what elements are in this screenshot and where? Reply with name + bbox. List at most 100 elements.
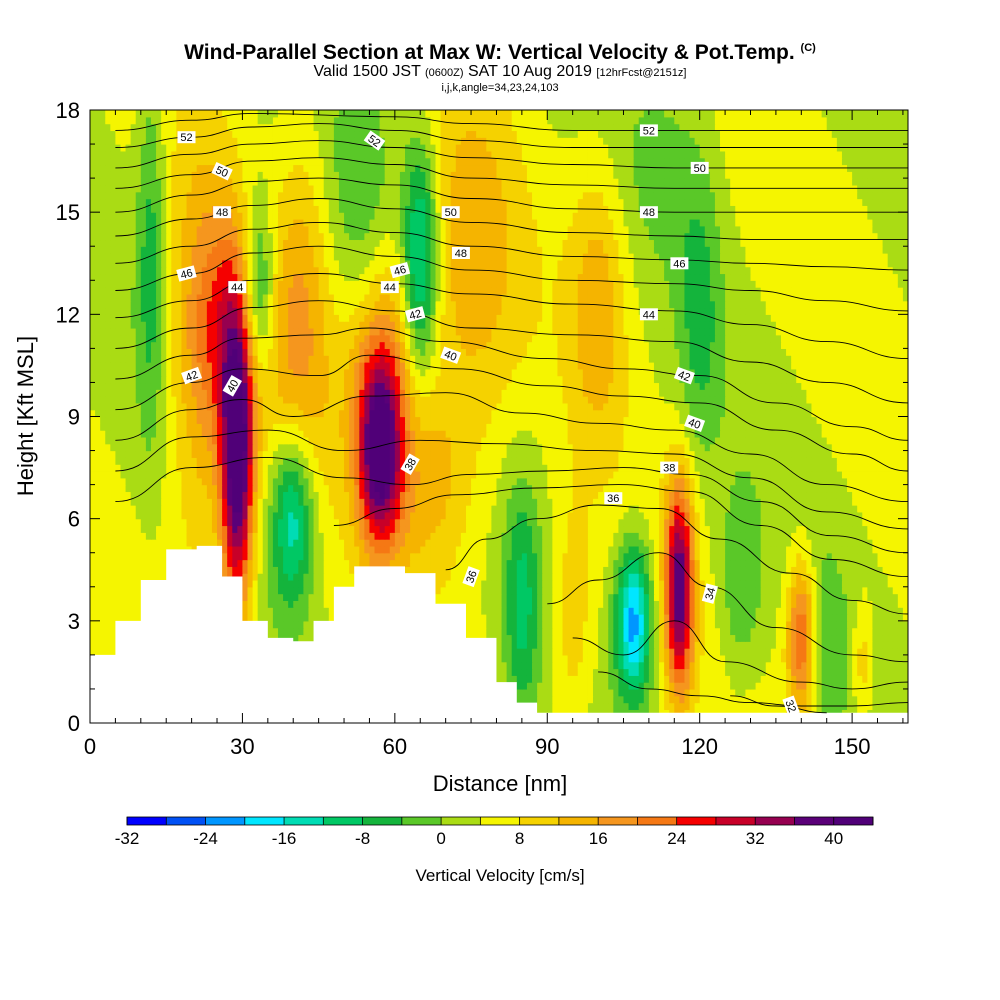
contour-label-text: 42 bbox=[676, 369, 692, 384]
colorbar: -32 -24 -16 -8 0 8 16 24 32 40 bbox=[115, 816, 874, 848]
isentrope-32 bbox=[730, 695, 827, 714]
colorbar-tick-label: 8 bbox=[515, 829, 524, 848]
contour-label-text: 40 bbox=[225, 378, 242, 395]
contour-label-text: 50 bbox=[445, 207, 457, 219]
contour-label: 40 bbox=[222, 375, 242, 397]
contour-label: 38 bbox=[660, 461, 679, 475]
isentrope-39 bbox=[115, 429, 908, 530]
isentrope-45 bbox=[115, 245, 908, 312]
contour-label-text: 34 bbox=[703, 586, 718, 601]
contour-label-text: 46 bbox=[393, 264, 408, 279]
colorbar-tick-label: -16 bbox=[272, 829, 297, 848]
colorbar-swatch bbox=[284, 817, 324, 825]
contour-label-text: 46 bbox=[179, 267, 194, 282]
contour-label: 50 bbox=[690, 161, 709, 175]
colorbar-swatch bbox=[205, 817, 246, 825]
isentrope-46 bbox=[115, 221, 908, 271]
chart-grid-info: i,j,k,angle=34,23,24,103 bbox=[441, 82, 559, 94]
contour-label: 34 bbox=[701, 583, 718, 604]
colorbar-tick-label: -32 bbox=[115, 829, 140, 848]
contour-label: 36 bbox=[604, 492, 623, 505]
contour-label: 44 bbox=[228, 281, 247, 294]
valid-time-utc: (0600Z) bbox=[425, 67, 464, 79]
isentrope-50 bbox=[115, 140, 908, 169]
contour-label-text: 52 bbox=[180, 132, 192, 144]
colorbar-tick-label: 16 bbox=[589, 829, 608, 848]
colorbar-swatch bbox=[637, 817, 677, 825]
contour-label-text: 44 bbox=[643, 309, 655, 321]
colorbar-swatch bbox=[833, 817, 874, 825]
title-block: Wind-Parallel Section at Max W: Vertical… bbox=[0, 36, 1000, 94]
contour-label-text: 36 bbox=[607, 493, 619, 505]
contour-label-text: 52 bbox=[365, 133, 382, 150]
isentrope-42 bbox=[115, 327, 908, 441]
terrain-mask bbox=[90, 545, 908, 723]
forecast-info: [12hrFcst@2151z] bbox=[596, 67, 687, 79]
colorbar-swatch bbox=[401, 817, 442, 825]
colorbar-swatch bbox=[598, 817, 638, 825]
y-tick-label: 9 bbox=[68, 405, 80, 430]
contour-label-text: 50 bbox=[214, 164, 230, 180]
x-axis: 0 30 60 90 120 150 bbox=[84, 110, 904, 759]
contour-label: 48 bbox=[639, 206, 658, 219]
x-tick-label: 60 bbox=[383, 734, 407, 759]
contour-label-text: 38 bbox=[403, 456, 420, 473]
colorbar-swatch bbox=[676, 817, 717, 825]
colorbar-swatch bbox=[558, 817, 599, 825]
isentrope-51 bbox=[115, 123, 908, 148]
x-tick-label: 150 bbox=[834, 734, 871, 759]
chart-title-suffix: (C) bbox=[800, 42, 816, 54]
isentrope-43 bbox=[115, 300, 908, 404]
contour-label: 46 bbox=[176, 265, 197, 282]
contour-label: 40 bbox=[684, 414, 706, 433]
chart-title-text: Wind-Parallel Section at Max W: Vertical… bbox=[184, 41, 795, 64]
colorbar-swatch bbox=[244, 817, 285, 825]
contour-label: 40 bbox=[440, 346, 462, 364]
valid-time-local: Valid 1500 JST bbox=[313, 63, 421, 80]
colorbar-swatch bbox=[323, 817, 363, 825]
isentrope-36 bbox=[445, 504, 908, 615]
contour-label: 50 bbox=[211, 162, 233, 181]
colorbar-swatch bbox=[480, 817, 520, 825]
contour-label-text: 48 bbox=[455, 248, 467, 260]
colorbar-tick-label: -24 bbox=[193, 829, 218, 848]
valid-date: SAT 10 Aug 2019 bbox=[468, 63, 592, 80]
contour-label-text: 40 bbox=[443, 348, 459, 363]
contour-label: 52 bbox=[177, 131, 196, 144]
x-tick-label: 0 bbox=[84, 734, 96, 759]
y-tick-label: 15 bbox=[56, 200, 80, 225]
colorbar-tick-label: 24 bbox=[667, 829, 686, 848]
terrain-shape bbox=[90, 545, 908, 723]
contour-label: 46 bbox=[389, 261, 411, 279]
isentrope-33 bbox=[598, 671, 908, 707]
y-axis-label: Height [Kft MSL] bbox=[13, 336, 38, 496]
contour-label: 48 bbox=[451, 247, 470, 260]
contour-label-text: 52 bbox=[643, 125, 655, 137]
contour-label-text: 46 bbox=[673, 258, 685, 270]
contour-label: 32 bbox=[782, 695, 800, 717]
contour-label-text: 48 bbox=[216, 207, 228, 219]
isentrope-48 bbox=[115, 177, 908, 213]
y-tick-label: 18 bbox=[56, 98, 80, 123]
isentrope-34 bbox=[572, 620, 908, 690]
x-tick-label: 120 bbox=[681, 734, 718, 759]
isentrope-52 bbox=[115, 112, 908, 131]
x-tick-label: 30 bbox=[230, 734, 254, 759]
contour-label: 44 bbox=[639, 308, 658, 321]
contour-label: 50 bbox=[441, 206, 460, 219]
isentrope-40 bbox=[115, 392, 908, 503]
y-tick-label: 0 bbox=[68, 711, 80, 736]
isentrope-41 bbox=[115, 354, 908, 472]
colorbar-swatch bbox=[166, 817, 206, 825]
contour-label: 38 bbox=[400, 453, 420, 475]
colorbar-swatch bbox=[127, 817, 167, 825]
potential-temperature-contours bbox=[115, 112, 908, 714]
x-axis-label: Distance [nm] bbox=[433, 771, 568, 796]
isentrope-37 bbox=[333, 484, 908, 578]
contour-label-text: 48 bbox=[643, 207, 655, 219]
contour-label-text: 40 bbox=[686, 417, 702, 432]
contour-label: 52 bbox=[639, 124, 658, 137]
contour-label: 42 bbox=[673, 366, 695, 385]
